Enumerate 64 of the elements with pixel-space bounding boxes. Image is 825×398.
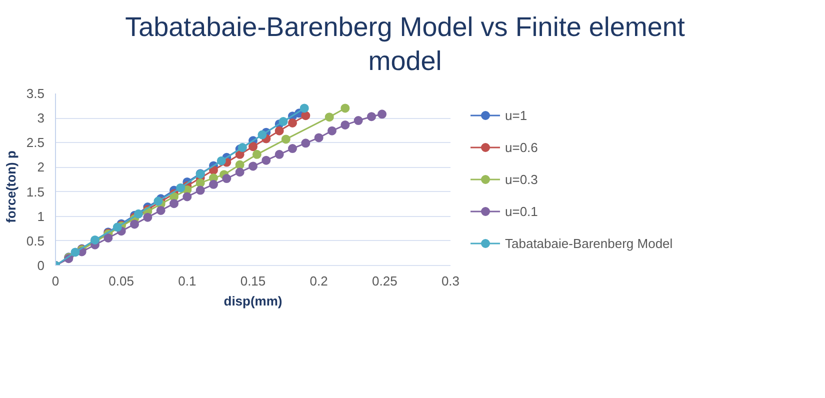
legend-label: u=0.1 (505, 204, 538, 218)
point (235, 160, 244, 170)
point (354, 116, 363, 126)
x-tick-label: 0.3 (441, 274, 460, 288)
y-tick-label: 1 (37, 208, 45, 224)
point (170, 199, 178, 208)
x-tick-label: 0.25 (372, 274, 398, 288)
point (314, 133, 324, 142)
point (281, 134, 290, 144)
x-tick-label: 0 (52, 274, 60, 288)
point (143, 212, 152, 222)
point (182, 192, 192, 202)
point (104, 233, 113, 242)
point (154, 196, 163, 206)
y-tick-label: 0.5 (26, 233, 45, 248)
x-tick-label: 0.05 (108, 274, 134, 288)
x-axis-title: disp(mm) (224, 294, 282, 308)
x-tick-label: 0.15 (240, 274, 266, 288)
y-tick-label: 2.5 (26, 135, 45, 150)
point (238, 143, 247, 152)
y-axis-title: force(ton) p (3, 150, 18, 223)
point (278, 117, 288, 126)
y-tick-label: 3 (37, 110, 45, 126)
y-tick-label: 1.5 (26, 184, 45, 200)
point (340, 104, 350, 113)
legend-label: u=1 (505, 108, 528, 122)
point (209, 180, 218, 189)
legend-label: u=0.3 (505, 172, 538, 186)
point (235, 168, 244, 177)
y-tick-label: 3.5 (26, 86, 45, 101)
point (134, 209, 143, 218)
point (300, 104, 309, 113)
point (248, 162, 258, 171)
point (222, 174, 232, 184)
y-tick-label: 0 (37, 258, 45, 273)
y-tick-label: 2 (37, 160, 45, 175)
legend-label: Tabatabaie-Barenberg Model (505, 236, 673, 250)
x-tick-label: 0.1 (178, 274, 196, 288)
legend-label: u=0.6 (505, 140, 538, 154)
chart-title: Tabatabaie-Barenberg Model vs Finite element model (125, 11, 685, 78)
point (70, 248, 80, 257)
point (156, 206, 166, 215)
point (196, 178, 205, 188)
point (274, 126, 284, 136)
point (274, 150, 284, 159)
point (130, 220, 139, 229)
point (112, 222, 122, 232)
point (252, 150, 262, 159)
point (367, 112, 376, 122)
point (378, 110, 387, 119)
point (258, 130, 267, 140)
point (301, 138, 310, 148)
point (328, 126, 336, 136)
point (288, 144, 297, 154)
point (196, 186, 205, 195)
x-tick-label: 0.2 (310, 274, 328, 288)
point (324, 112, 334, 122)
point (216, 156, 226, 166)
point (176, 183, 186, 192)
point (340, 120, 350, 130)
point (248, 142, 258, 152)
point (288, 118, 297, 128)
point (301, 111, 310, 120)
point (262, 156, 271, 165)
